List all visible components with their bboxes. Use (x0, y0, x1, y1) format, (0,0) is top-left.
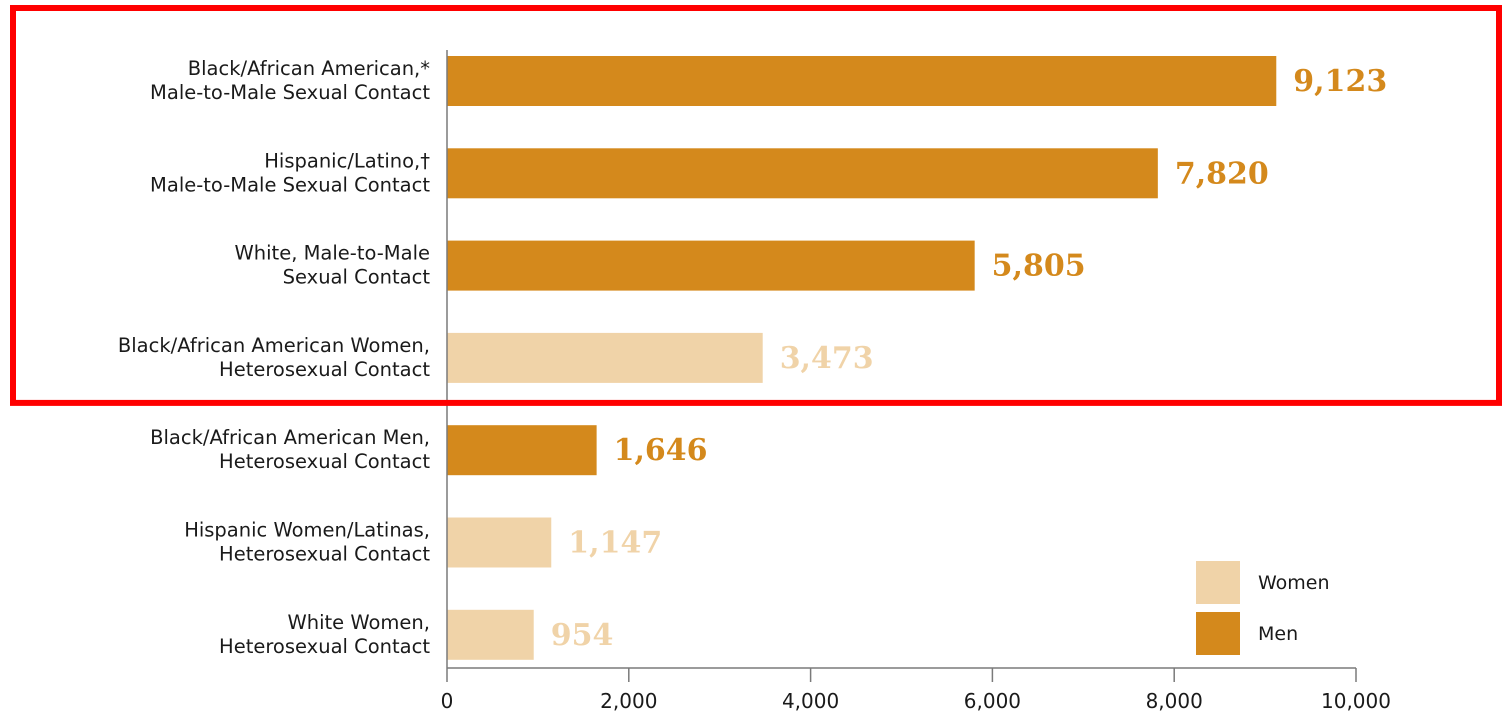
bars-layer: 9,123 7,820 5,805 3,473 1,646 1,147 954 (447, 56, 1387, 660)
x-tick-label-6: 10,000 (1321, 689, 1391, 713)
category-label-6: Hispanic Women/Latinas, Heterosexual Cont… (184, 519, 430, 566)
value-label-1: 9,123 (1293, 64, 1387, 99)
legend-label-men: Men (1258, 623, 1298, 645)
x-tick-label-4: 6,000 (964, 689, 1021, 713)
category-label-3: White, Male-to-Male Sexual Contact (235, 242, 431, 289)
value-label-4: 3,473 (780, 341, 874, 376)
category-label-7: White Women, Heterosexual Contact (219, 611, 430, 658)
category-labels: Black/African American,* Male-to-Male Sex… (118, 57, 430, 658)
category-label-4: Black/African American Women, Heterosexua… (118, 334, 430, 381)
bar-7 (447, 609, 534, 660)
x-tick-label-1: 0 (441, 689, 454, 713)
x-tick-label-3: 4,000 (782, 689, 839, 713)
category-label-1: Black/African American,* Male-to-Male Sex… (150, 57, 430, 104)
x-tick-label-2: 2,000 (600, 689, 657, 713)
highlight-box-layer (10, 5, 1502, 406)
bar-5 (447, 425, 597, 476)
x-axis: 0 2,000 4,000 6,000 8,000 10,000 (441, 50, 1391, 713)
value-label-5: 1,646 (614, 433, 708, 468)
bar-4 (447, 332, 763, 383)
value-label-3: 5,805 (992, 249, 1086, 284)
legend-swatch-women (1196, 561, 1240, 604)
highlight-box (10, 5, 1502, 406)
legend: Women Men (1196, 561, 1330, 655)
category-label-5: Black/African American Men, Heterosexual … (150, 426, 430, 473)
bar-3 (447, 240, 975, 291)
category-label-2: Hispanic/Latino,† Male-to-Male Sexual Con… (150, 149, 430, 196)
x-tick-label-5: 8,000 (1146, 689, 1203, 713)
value-label-6: 1,147 (568, 526, 662, 561)
legend-swatch-men (1196, 612, 1240, 655)
value-label-2: 7,820 (1175, 156, 1269, 191)
legend-label-women: Women (1258, 572, 1330, 594)
bar-2 (447, 148, 1158, 199)
value-label-7: 954 (551, 618, 614, 653)
bar-6 (447, 517, 552, 568)
bar-1 (447, 56, 1277, 106)
